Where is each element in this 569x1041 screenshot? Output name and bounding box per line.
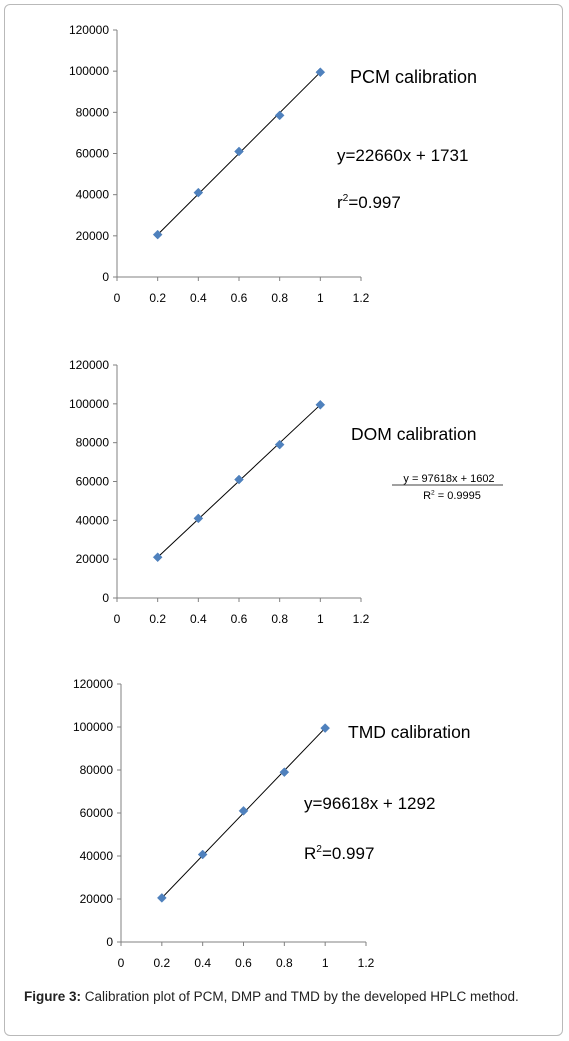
y-tick-label: 80000 (76, 436, 110, 450)
y-tick-label: 80000 (80, 763, 114, 777)
data-point (193, 513, 204, 524)
y-tick-label: 0 (102, 591, 109, 605)
r-squared: r2=0.997 (337, 193, 401, 212)
x-tick-label: 0 (114, 612, 121, 626)
x-tick-label: 0.4 (194, 956, 211, 970)
y-tick-label: 60000 (76, 475, 110, 489)
x-tick-label: 0 (114, 291, 121, 305)
x-tick-label: 1 (322, 956, 329, 970)
y-tick-label: 40000 (80, 849, 114, 863)
x-tick-label: 1.2 (353, 291, 370, 305)
data-point (152, 229, 163, 240)
y-tick-label: 60000 (76, 147, 110, 161)
y-tick-label: 100000 (69, 397, 109, 411)
y-tick-label: 40000 (76, 513, 110, 527)
x-tick-label: 0.6 (231, 291, 248, 305)
data-point (156, 893, 167, 903)
y-tick-label: 120000 (73, 677, 113, 691)
y-tick-label: 100000 (69, 64, 109, 78)
x-tick-label: 0.8 (276, 956, 293, 970)
chart-title: PCM calibration (350, 67, 477, 87)
y-tick-label: 120000 (69, 358, 109, 372)
data-point (197, 849, 208, 860)
x-tick-label: 0.2 (153, 956, 170, 970)
caption-label: Figure 3: (24, 989, 82, 1004)
data-point (320, 723, 331, 733)
y-tick-label: 80000 (76, 105, 110, 119)
data-point (279, 767, 290, 778)
data-point (234, 474, 244, 485)
data-point (315, 67, 326, 78)
chart-title: TMD calibration (348, 722, 471, 742)
data-point (274, 110, 285, 121)
x-tick-label: 0.4 (190, 612, 207, 626)
y-tick-label: 0 (102, 270, 109, 284)
data-point (234, 146, 244, 157)
chart-2: 0 20000 40000 60000 80000 100000 120000 0 0.2 0.4… (69, 358, 503, 626)
x-tick-label: 0.4 (190, 291, 207, 305)
x-tick-label: 0 (118, 956, 125, 970)
chart-1: 0 20000 40000 60000 80000 100000 120000 0 0.2 0.4… (69, 23, 477, 305)
data-point (238, 805, 249, 816)
x-tick-label: 0.2 (149, 612, 166, 626)
data-point (193, 187, 204, 198)
y-tick-label: 100000 (73, 720, 113, 734)
figure-frame (4, 4, 563, 1036)
x-tick-label: 1 (317, 291, 324, 305)
x-tick-label: 0.8 (271, 291, 288, 305)
chart-title: DOM calibration (351, 424, 476, 444)
data-point (315, 399, 326, 410)
caption-text: Calibration plot of PCM, DMP and TMD by … (84, 989, 519, 1004)
regression-equation: y=96618x + 1292 (304, 794, 435, 813)
x-tick-label: 1.2 (358, 956, 375, 970)
y-tick-label: 20000 (76, 229, 110, 243)
y-tick-label: 60000 (80, 806, 114, 820)
figure-caption: Figure 3: Calibration plot of PCM, DMP a… (24, 988, 544, 1005)
x-tick-label: 1 (317, 612, 324, 626)
data-point (274, 439, 285, 450)
x-tick-label: 0.2 (149, 291, 166, 305)
regression-equation: y = 97618x + 1602 (403, 473, 494, 485)
y-tick-label: 120000 (69, 23, 109, 37)
y-tick-label: 20000 (76, 552, 110, 566)
regression-equation: y=22660x + 1731 (337, 146, 468, 165)
y-tick-label: 0 (106, 935, 113, 949)
data-point (152, 552, 163, 563)
y-tick-label: 40000 (76, 188, 110, 202)
y-tick-label: 20000 (80, 892, 114, 906)
r-squared: R2 = 0.9995 (423, 490, 481, 502)
x-tick-label: 0.8 (271, 612, 288, 626)
chart-3: 0 20000 40000 60000 80000 100000 120000 0 0.2 0.4… (73, 677, 471, 970)
r-squared: R2=0.997 (304, 844, 374, 863)
x-tick-label: 0.6 (231, 612, 248, 626)
x-tick-label: 1.2 (353, 612, 370, 626)
x-tick-label: 0.6 (235, 956, 252, 970)
